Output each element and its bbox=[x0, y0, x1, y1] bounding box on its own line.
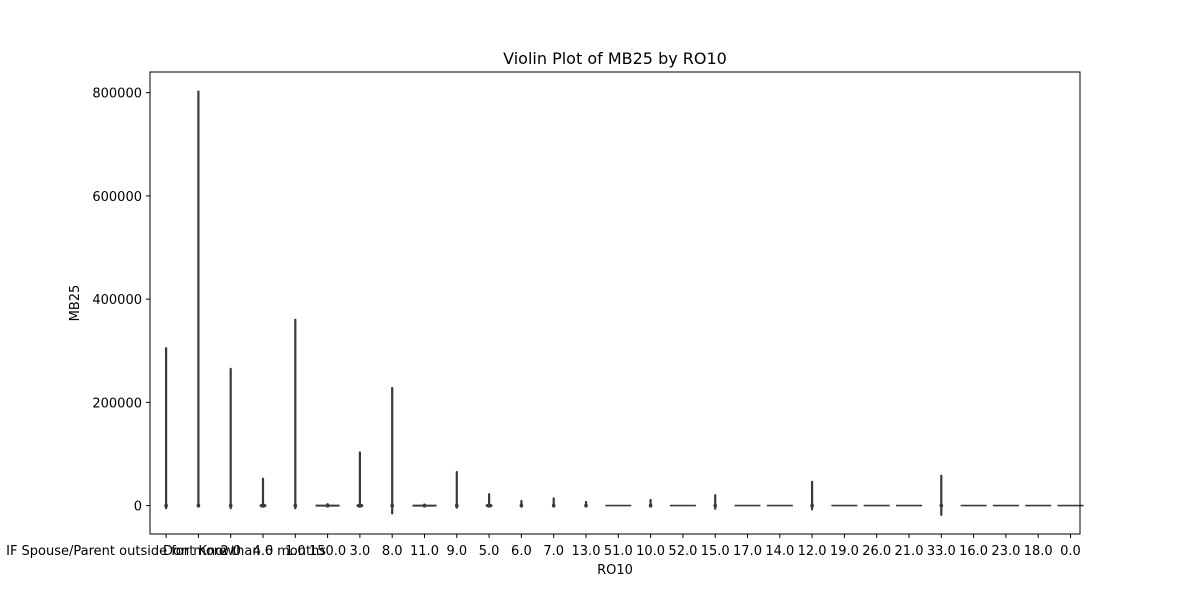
y-tick-label: 600000 bbox=[92, 190, 142, 205]
violin bbox=[810, 480, 814, 511]
violin bbox=[228, 367, 233, 510]
x-tick-label: 16.0 bbox=[959, 544, 988, 559]
violin bbox=[164, 347, 168, 510]
violin-bulb bbox=[485, 503, 493, 508]
violin bbox=[196, 90, 201, 508]
y-tick-label: 200000 bbox=[92, 396, 142, 411]
x-tick-label: 4.0 bbox=[253, 544, 274, 559]
violin-bulb bbox=[713, 503, 717, 508]
violin-bulb bbox=[939, 503, 944, 508]
x-tick-label: 18.0 bbox=[1024, 544, 1053, 559]
x-tick-label: 15.0 bbox=[701, 544, 730, 559]
chart-title: Violin Plot of MB25 by RO10 bbox=[503, 49, 727, 68]
x-tick-label: 19.0 bbox=[830, 544, 859, 559]
x-tick-label: 23.0 bbox=[991, 544, 1020, 559]
x-tick-label: 26.0 bbox=[862, 544, 891, 559]
y-tick-label: 0 bbox=[134, 500, 142, 515]
violin-series bbox=[164, 90, 1084, 517]
x-tick-label: 33.0 bbox=[927, 544, 956, 559]
violin-bulb bbox=[390, 503, 395, 508]
x-tick-label: 9.0 bbox=[446, 544, 467, 559]
x-tick-label: 10.0 bbox=[636, 544, 665, 559]
violin-bulb bbox=[584, 503, 588, 508]
x-axis-label: RO10 bbox=[597, 563, 633, 578]
x-tick-label: 3.0 bbox=[350, 544, 371, 559]
y-tick-label: 400000 bbox=[92, 293, 142, 308]
x-tick-label: 52.0 bbox=[668, 544, 697, 559]
violin bbox=[519, 499, 524, 508]
x-tick-label: 11.0 bbox=[410, 544, 439, 559]
x-axis: IF Spouse/Parent outside for more than 6… bbox=[6, 534, 1081, 559]
violin-bulb bbox=[648, 503, 653, 508]
y-tick-label: 800000 bbox=[92, 87, 142, 102]
x-tick-label: 21.0 bbox=[895, 544, 924, 559]
x-tick-label: 17.0 bbox=[733, 544, 762, 559]
violin-bulb bbox=[228, 503, 233, 508]
violin bbox=[356, 451, 364, 508]
x-tick-label: 12.0 bbox=[798, 544, 827, 559]
violin bbox=[412, 503, 437, 508]
violin bbox=[648, 498, 653, 508]
x-tick-label: 7.0 bbox=[543, 544, 564, 559]
x-tick-label: 8.0 bbox=[382, 544, 403, 559]
x-tick-label: IF Spouse/Parent outside for more than 6… bbox=[6, 544, 326, 559]
violin bbox=[390, 386, 395, 515]
violin bbox=[939, 474, 944, 517]
violin bbox=[293, 318, 298, 510]
y-axis: 0 200000 400000 600000 800000 bbox=[92, 87, 150, 515]
violin bbox=[713, 494, 717, 510]
x-tick-label: 13.0 bbox=[572, 544, 601, 559]
x-tick-label: 51.0 bbox=[604, 544, 633, 559]
violin bbox=[485, 493, 493, 508]
violin bbox=[584, 500, 588, 508]
violin-bulb bbox=[551, 503, 556, 508]
violin bbox=[315, 502, 340, 508]
x-tick-label: 0.0 bbox=[1060, 544, 1081, 559]
violin bbox=[259, 477, 267, 508]
violin-bulb bbox=[259, 503, 267, 508]
x-tick-label: 14.0 bbox=[765, 544, 794, 559]
x-tick-label: Dont Know bbox=[163, 544, 234, 559]
x-tick-label: 5.0 bbox=[479, 544, 500, 559]
violin bbox=[455, 470, 459, 509]
violin-bulb bbox=[196, 503, 201, 508]
x-tick-label: 6.0 bbox=[511, 544, 532, 559]
violin-bulb bbox=[356, 503, 364, 508]
plot-frame bbox=[149, 71, 1081, 535]
x-tick-label: 1.0 bbox=[285, 544, 306, 559]
violin-bulb bbox=[455, 503, 459, 508]
violin-bulb bbox=[810, 503, 814, 508]
violin-bulb bbox=[293, 503, 298, 508]
x-tick-label: 2.0 bbox=[220, 544, 241, 559]
violin-bulb bbox=[164, 503, 168, 508]
x-tick-label: 150.0 bbox=[309, 544, 346, 559]
violin bbox=[551, 497, 556, 508]
violin-bulb bbox=[519, 503, 524, 508]
y-axis-label: MB25 bbox=[68, 285, 83, 322]
